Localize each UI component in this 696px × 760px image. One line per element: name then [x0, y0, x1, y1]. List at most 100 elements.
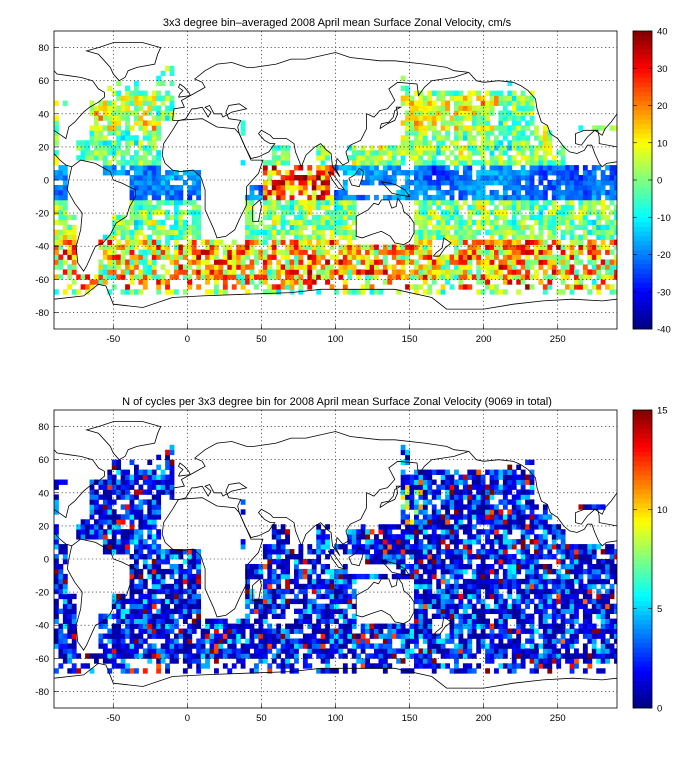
- heatmap-cell: [409, 100, 415, 106]
- heatmap-cell: [129, 583, 135, 590]
- heatmap-cell: [409, 623, 415, 629]
- heatmap-cell: [67, 618, 73, 624]
- heatmap-cell: [311, 598, 317, 605]
- heatmap-cell: [280, 593, 286, 600]
- heatmap-cell: [436, 559, 442, 565]
- heatmap-cell: [440, 194, 446, 201]
- heatmap-cell: [507, 184, 513, 191]
- heatmap-cell: [320, 175, 326, 181]
- heatmap-cell: [89, 284, 95, 290]
- heatmap-cell: [334, 544, 339, 550]
- heatmap-cell: [369, 160, 375, 166]
- heatmap-cell: [160, 100, 166, 106]
- heatmap-cell: [418, 284, 424, 290]
- heatmap-cell: [187, 199, 193, 206]
- heatmap-cell: [236, 618, 242, 624]
- heatmap-cell: [71, 259, 77, 265]
- heatmap-cell: [427, 90, 433, 96]
- heatmap-cell: [485, 115, 490, 121]
- heatmap-cell: [427, 115, 433, 121]
- heatmap-cell: [231, 284, 237, 290]
- heatmap-cell: [138, 598, 144, 605]
- heatmap-cell: [449, 539, 455, 545]
- heatmap-cell: [356, 244, 362, 250]
- heatmap-cell: [454, 274, 459, 280]
- heatmap-cell: [165, 284, 170, 290]
- heatmap-cell: [454, 554, 459, 560]
- heatmap-cell: [245, 274, 250, 280]
- heatmap-cell: [129, 668, 135, 674]
- heatmap-cell: [165, 643, 170, 649]
- heatmap-cell: [298, 214, 304, 221]
- heatmap-cell: [494, 244, 499, 250]
- heatmap-cell: [316, 583, 322, 590]
- heatmap-cell: [151, 170, 157, 176]
- heatmap-cell: [351, 145, 357, 151]
- heatmap-cell: [400, 638, 406, 644]
- heatmap-cell: [94, 155, 99, 161]
- coastline: [85, 42, 162, 82]
- heatmap-cell: [529, 264, 535, 270]
- heatmap-cell: [307, 199, 313, 206]
- heatmap-cell: [427, 160, 433, 166]
- heatmap-cell: [422, 244, 428, 250]
- heatmap-cell: [605, 214, 610, 221]
- heatmap-cell: [111, 90, 117, 96]
- heatmap-cell: [560, 229, 566, 236]
- heatmap-cell: [138, 239, 144, 245]
- heatmap-cell: [480, 633, 486, 639]
- heatmap-cell: [147, 544, 153, 550]
- heatmap-cell: [507, 249, 513, 255]
- heatmap-cell: [529, 95, 535, 101]
- heatmap-cell: [262, 638, 268, 644]
- heatmap-cell: [294, 568, 299, 575]
- heatmap-cell: [107, 469, 113, 475]
- heatmap-cell: [240, 618, 246, 624]
- heatmap-cell: [507, 239, 513, 245]
- heatmap-cell: [218, 289, 224, 295]
- heatmap-cell: [391, 559, 397, 565]
- coastline: [355, 197, 415, 246]
- heatmap-cell: [285, 199, 290, 206]
- heatmap-cell: [445, 653, 450, 659]
- heatmap-cell: [236, 279, 242, 285]
- heatmap-cell: [102, 494, 108, 500]
- heatmap-cell: [485, 110, 490, 116]
- colorbar-segment: [633, 319, 652, 325]
- heatmap-cell: [427, 489, 433, 495]
- heatmap-cell: [62, 638, 68, 644]
- heatmap-cell: [165, 668, 170, 674]
- heatmap-cell: [54, 499, 59, 505]
- heatmap-cell: [418, 180, 424, 186]
- heatmap-cell: [507, 264, 513, 270]
- heatmap-cell: [342, 289, 348, 295]
- heatmap-cell: [294, 618, 299, 624]
- heatmap-cell: [436, 204, 442, 211]
- heatmap-cell: [289, 668, 295, 674]
- heatmap-cell: [267, 638, 273, 644]
- heatmap-cell: [445, 499, 450, 505]
- heatmap-cell: [249, 588, 255, 595]
- heatmap-cell: [174, 219, 179, 226]
- heatmap-cell: [574, 284, 579, 290]
- heatmap-cell: [414, 155, 419, 161]
- heatmap-cell: [467, 529, 473, 535]
- heatmap-cell: [125, 549, 130, 555]
- heatmap-cell: [209, 274, 215, 280]
- heatmap-cell: [134, 194, 139, 201]
- heatmap-cell: [467, 165, 473, 171]
- heatmap-cell: [471, 583, 477, 590]
- heatmap-cell: [422, 254, 428, 260]
- heatmap-cell: [196, 224, 202, 231]
- heatmap-cell: [129, 494, 135, 500]
- heatmap-cell: [391, 155, 397, 161]
- heatmap-cell: [294, 648, 299, 654]
- heatmap-cell: [489, 105, 495, 111]
- heatmap-cell: [107, 648, 113, 654]
- heatmap-cell: [414, 519, 419, 525]
- heatmap-cell: [147, 588, 153, 595]
- heatmap-cell: [454, 254, 459, 260]
- heatmap-cell: [600, 125, 606, 131]
- heatmap-cell: [191, 204, 197, 211]
- heatmap-cell: [378, 549, 384, 555]
